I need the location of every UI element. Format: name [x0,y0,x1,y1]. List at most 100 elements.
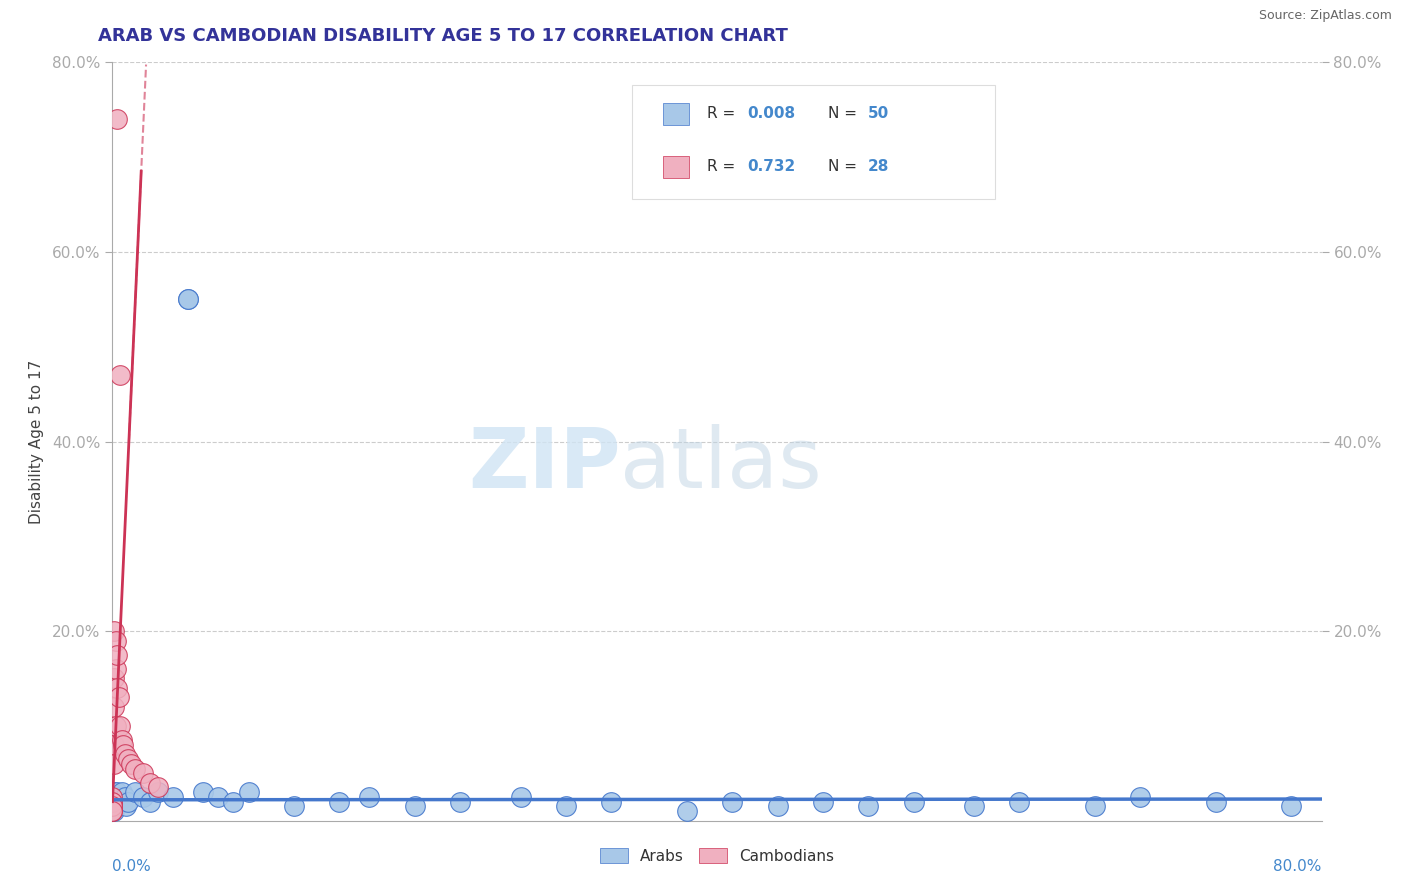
Point [124,762,146,776]
Point [132,789,155,804]
Point [139,795,162,809]
Point [104,633,127,648]
Point [132,766,155,780]
Point [675,804,697,818]
Point [110,785,132,799]
Point [112,795,135,809]
Point [721,795,744,809]
Y-axis label: Disability Age 5 to 17: Disability Age 5 to 17 [30,359,44,524]
Point [101,795,124,809]
Text: R =: R = [707,106,741,121]
Point [177,293,200,307]
Text: N =: N = [828,160,862,174]
Point [359,789,381,804]
Point [811,795,834,809]
Point [1129,789,1152,804]
Point [1279,799,1302,814]
Point [101,795,124,809]
Text: ZIP: ZIP [468,424,620,505]
Point [117,752,139,766]
Point [103,738,125,752]
Point [104,799,127,814]
Point [283,799,305,814]
Point [104,719,127,733]
Point [103,699,125,714]
Point [103,672,125,686]
Point [105,795,128,809]
Point [328,795,350,809]
Bar [662,156,689,178]
Point [1084,799,1107,814]
Point [104,662,127,676]
Text: 80.0%: 80.0% [1274,858,1322,873]
Point [114,789,136,804]
Point [1008,795,1031,809]
Point [110,733,132,747]
Point [404,799,426,814]
Point [112,738,135,752]
Point [103,785,125,799]
Point [114,747,136,762]
Point [509,789,531,804]
Point [101,799,124,814]
Point [101,804,124,818]
Point [191,785,214,799]
Point [238,785,260,799]
Point [963,799,986,814]
Point [107,690,129,705]
Text: Source: ZipAtlas.com: Source: ZipAtlas.com [1258,9,1392,22]
Point [108,789,131,804]
Text: 28: 28 [868,160,890,174]
Point [105,681,128,695]
Point [162,789,184,804]
Point [146,780,169,795]
Point [104,789,127,804]
Point [1205,795,1227,809]
Point [222,795,245,809]
Point [103,804,125,818]
Point [207,789,229,804]
Text: ARAB VS CAMBODIAN DISABILITY AGE 5 TO 17 CORRELATION CHART: ARAB VS CAMBODIAN DISABILITY AGE 5 TO 17… [98,27,789,45]
Point [103,624,125,639]
Text: 50: 50 [868,106,890,121]
Point [449,795,471,809]
Point [766,799,789,814]
Point [101,804,124,818]
Text: R =: R = [707,160,741,174]
Point [124,785,146,799]
Bar [662,103,689,125]
Point [107,795,129,809]
Text: 0.0%: 0.0% [112,858,152,873]
Point [101,795,124,809]
Point [101,799,124,814]
Point [108,719,131,733]
Point [903,795,925,809]
Point [177,293,200,307]
Text: N =: N = [828,106,862,121]
Point [117,795,139,809]
Point [105,112,128,127]
Point [139,776,162,790]
Point [101,795,124,809]
Point [105,785,128,799]
Point [101,789,124,804]
Legend: Arabs, Cambodians: Arabs, Cambodians [595,842,839,870]
Point [115,799,138,814]
Point [101,785,124,799]
Text: atlas: atlas [620,424,823,505]
Point [856,799,880,814]
Point [600,795,623,809]
Point [146,785,169,799]
Point [101,799,124,814]
Point [120,756,142,771]
FancyBboxPatch shape [633,85,995,199]
Point [105,648,128,662]
Point [103,789,125,804]
Point [108,368,131,383]
Point [554,799,576,814]
Text: 0.008: 0.008 [748,106,796,121]
Point [104,795,127,809]
Text: 0.732: 0.732 [748,160,796,174]
Point [101,804,124,818]
Point [103,756,125,771]
